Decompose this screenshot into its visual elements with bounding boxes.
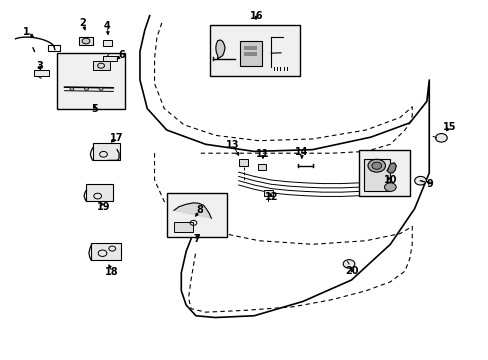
Bar	[86, 184, 113, 202]
Text: 4: 4	[104, 21, 111, 31]
Bar	[79, 37, 93, 45]
Bar	[166, 193, 227, 237]
Circle shape	[70, 87, 74, 90]
Bar	[91, 243, 120, 260]
Circle shape	[99, 87, 103, 90]
Text: 1: 1	[23, 27, 30, 37]
Polygon shape	[215, 40, 224, 59]
Text: 11: 11	[256, 149, 269, 159]
Text: 7: 7	[193, 234, 200, 244]
Circle shape	[371, 162, 381, 169]
Circle shape	[343, 260, 354, 268]
Text: 10: 10	[383, 175, 396, 185]
Circle shape	[82, 38, 90, 44]
Polygon shape	[386, 163, 395, 173]
Text: 13: 13	[225, 140, 239, 150]
Text: 12: 12	[264, 192, 277, 202]
Text: 2: 2	[80, 18, 86, 28]
Bar	[102, 40, 112, 46]
Bar	[174, 222, 193, 232]
Circle shape	[367, 159, 385, 172]
Text: 20: 20	[345, 266, 359, 276]
Text: 3: 3	[36, 62, 42, 71]
Bar	[358, 150, 409, 196]
Text: 19: 19	[97, 202, 110, 212]
Bar	[210, 24, 300, 76]
Circle shape	[435, 134, 447, 142]
Bar	[102, 56, 117, 62]
Bar	[93, 143, 119, 160]
Text: 8: 8	[196, 205, 203, 215]
Polygon shape	[174, 203, 211, 218]
Bar	[34, 70, 49, 76]
Text: 15: 15	[442, 122, 455, 132]
Bar	[239, 41, 261, 66]
Circle shape	[414, 176, 426, 185]
Text: 6: 6	[119, 50, 125, 60]
Bar	[363, 158, 389, 191]
Bar	[93, 61, 110, 70]
Bar	[57, 53, 125, 109]
Bar	[47, 45, 60, 51]
Text: 5: 5	[91, 104, 98, 114]
Bar	[238, 159, 248, 166]
Circle shape	[384, 183, 395, 192]
Circle shape	[84, 87, 88, 90]
Text: 17: 17	[110, 133, 123, 143]
Bar	[243, 46, 257, 50]
Text: 18: 18	[105, 267, 119, 277]
Bar	[264, 190, 272, 196]
Text: 14: 14	[295, 147, 308, 157]
Text: 16: 16	[249, 12, 263, 21]
Bar	[257, 164, 266, 170]
Bar	[243, 52, 257, 56]
Text: 9: 9	[426, 179, 433, 189]
